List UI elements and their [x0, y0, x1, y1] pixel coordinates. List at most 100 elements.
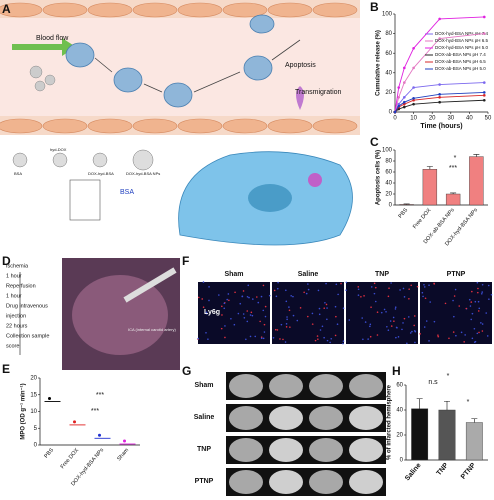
stain-dot	[224, 325, 226, 327]
stain-dot	[369, 335, 372, 338]
photo-annotation: ICA (internal carotid artery)	[128, 327, 176, 332]
stain-dot	[220, 327, 223, 330]
stain-dot	[311, 312, 314, 315]
brain-slice	[309, 470, 343, 494]
brain-slice	[269, 470, 303, 494]
stain-dot	[230, 317, 232, 320]
stain-dot	[274, 328, 277, 331]
stain-dot	[473, 327, 476, 330]
legend-label: DOX-hyd-BSA NPs pH 6.5	[435, 38, 489, 43]
bar	[411, 408, 429, 461]
stain-dot	[395, 326, 398, 329]
stain-dot	[285, 323, 288, 325]
x-axis-label: Time (hours)	[420, 123, 462, 130]
point	[482, 98, 486, 102]
stain-dot	[286, 316, 288, 318]
stain-dot	[305, 292, 308, 295]
stain-dot	[481, 330, 484, 332]
organelle	[308, 173, 322, 187]
panel-label: D	[2, 254, 11, 268]
error-bar	[403, 203, 410, 205]
x-tick-label: PBS	[43, 447, 55, 460]
column-label: Sham	[224, 271, 243, 278]
column-label: PTNP	[447, 271, 466, 278]
stain-dot	[471, 337, 474, 340]
y-tick-label: 80	[385, 31, 392, 37]
stain-dot	[392, 316, 395, 319]
step-text: 1 hour	[6, 293, 22, 299]
stain-dot	[385, 310, 387, 313]
error-bar	[426, 166, 433, 170]
row-label: Sham	[194, 382, 213, 389]
stain-dot	[223, 302, 226, 305]
structure	[69, 179, 101, 221]
stain-dot	[490, 293, 493, 296]
panel-label: E	[2, 362, 10, 376]
stain-dot	[413, 329, 416, 332]
brain-slice	[269, 406, 303, 430]
stain-dot	[423, 326, 426, 328]
stain-dot	[364, 321, 367, 323]
stain-dot	[363, 295, 365, 297]
stain-dot	[324, 301, 326, 304]
error-bar	[416, 398, 423, 409]
dox-hyd-bsa-label: DOX-hyd-BSA	[88, 171, 114, 176]
y-tick-label: 80	[385, 159, 392, 165]
stain-dot	[262, 309, 265, 312]
significance: ***	[96, 392, 104, 399]
point	[48, 396, 51, 400]
stain-dot	[335, 283, 338, 286]
stain-dot	[401, 328, 403, 331]
stain-dot	[336, 323, 339, 326]
stain-dot	[288, 309, 291, 312]
stain-dot	[476, 332, 479, 335]
stain-dot	[242, 290, 245, 292]
stain-dot	[477, 310, 480, 312]
nucleus	[248, 184, 292, 212]
y-tick-label: 40	[385, 70, 392, 76]
stain-dot	[314, 339, 317, 342]
row-label: PTNP	[195, 478, 214, 485]
stain-dot	[416, 285, 419, 288]
stain-dot	[205, 311, 208, 314]
stain-dot	[342, 340, 345, 342]
stain-dot	[428, 340, 430, 342]
stain-dot	[471, 290, 473, 293]
stain-dot	[227, 293, 230, 295]
stain-dot	[268, 294, 271, 297]
stain-dot	[299, 307, 302, 309]
stain-dot	[454, 288, 457, 291]
stain-dot	[234, 291, 236, 294]
stain-dot	[311, 323, 314, 325]
y-tick-label: 0	[389, 110, 393, 116]
stain-dot	[202, 281, 205, 283]
stain-dot	[476, 291, 479, 294]
legend-label: DOX-hyd-BSA NPs pH 5.0	[435, 45, 489, 50]
brain-slice	[229, 438, 263, 462]
stain-dot	[303, 291, 305, 294]
stain-dot	[226, 298, 229, 301]
significance: ***	[91, 408, 99, 415]
y-tick-label: 60	[396, 383, 403, 389]
stain-dot	[345, 289, 347, 291]
row-label: Saline	[194, 414, 215, 421]
micrograph	[198, 282, 270, 344]
stain-dot	[402, 287, 405, 290]
brain-slice	[229, 406, 263, 430]
x-tick-label: 30	[447, 116, 454, 122]
y-tick-label: 20	[385, 90, 392, 96]
stain-dot	[264, 305, 267, 308]
stain-dot	[406, 342, 408, 345]
stain-dot	[437, 335, 440, 338]
stain-dot	[423, 286, 426, 288]
stain-dot	[334, 334, 337, 337]
brain-slice	[349, 470, 383, 494]
stain-dot	[342, 307, 345, 310]
stain-dot	[342, 342, 344, 345]
stain-dot	[383, 308, 386, 311]
stain-dot	[260, 295, 263, 298]
y-tick-label: 0	[34, 443, 38, 449]
x-tick-label: Free DOX	[412, 207, 433, 230]
stain-dot	[206, 313, 208, 315]
